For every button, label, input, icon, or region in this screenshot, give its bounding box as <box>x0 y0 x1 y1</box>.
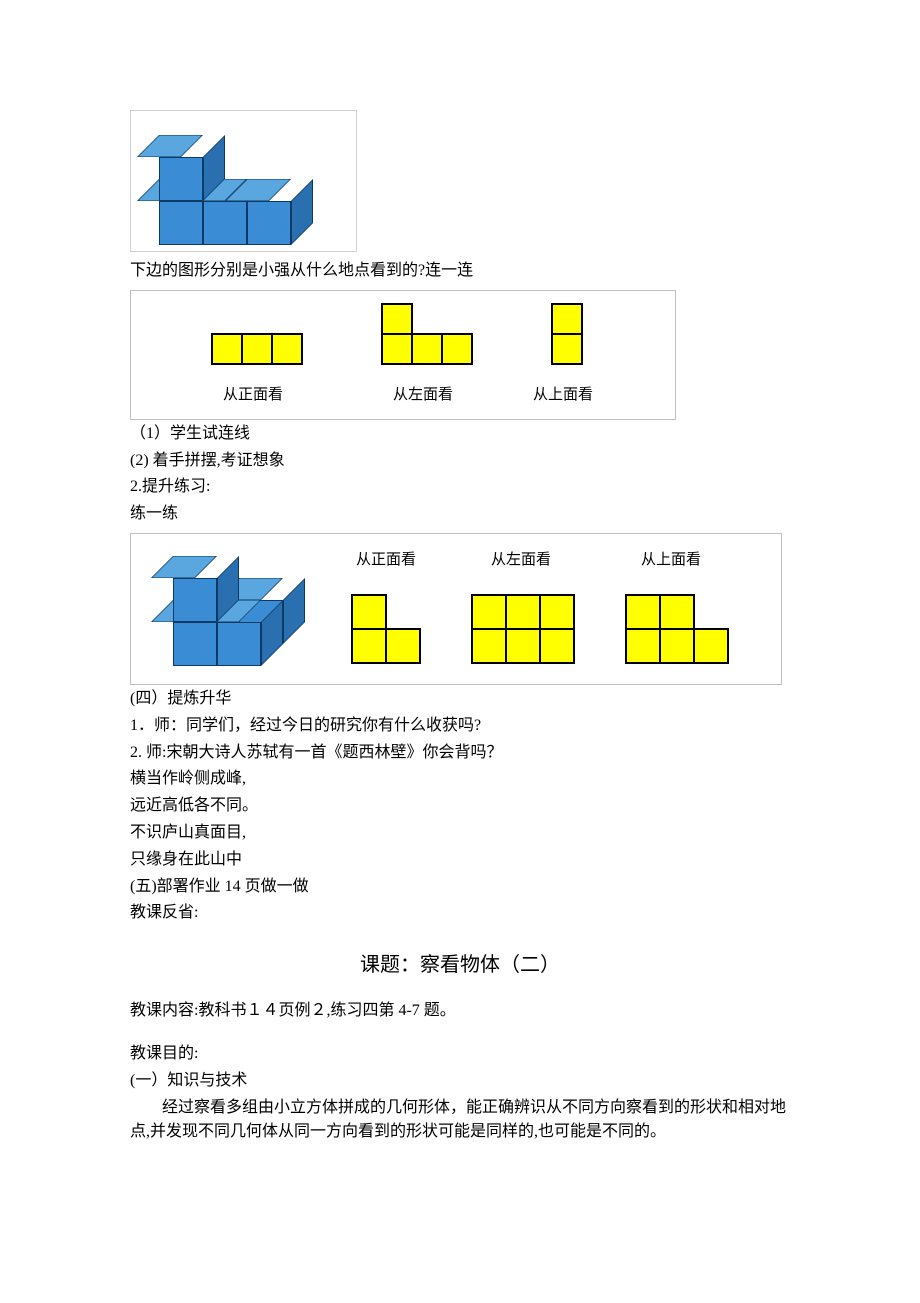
poem-line-3: 不识庐山真面目, <box>130 821 790 846</box>
section3-l2: 2. 师:宋朝大诗人苏轼有一首《题西林壁》你会背吗？ <box>130 741 790 766</box>
lesson2-goal-1: (一）知识与技术 <box>130 1069 790 1094</box>
poem-line-1: 横当作岭侧成峰, <box>130 767 790 792</box>
figure-blue-cubes-1 <box>130 110 357 252</box>
step-1: （1）学生试连线 <box>130 422 790 447</box>
lesson2-content: 教课内容:教科书１４页例２,练习四第 4-7 题。 <box>130 999 790 1024</box>
lesson2-goal-1-body: 经过察看多组由小立方体拼成的几何形体，能正确辨识从不同方向察看到的形状和相对地点… <box>130 1096 790 1146</box>
label-top-1: 从上面看 <box>533 383 593 404</box>
step-3: 2.提升练习: <box>130 475 790 500</box>
lesson2-title: 课题：察看物体（二） <box>130 948 790 977</box>
label-front-1: 从正面看 <box>223 383 283 404</box>
question-text: 下边的图形分别是小强从什么地点看到的?连一连 <box>130 259 790 284</box>
label-left-2: 从左面看 <box>491 548 551 569</box>
section3-l1: 1．师：同学们，经过今日的研究你有什么收获吗? <box>130 714 790 739</box>
views-box-2: 从正面看 从左面看 从上面看 <box>130 533 782 685</box>
label-front-2: 从正面看 <box>356 548 416 569</box>
poem-line-2: 远近高低各不同。 <box>130 794 790 819</box>
lesson2-goal-heading: 教课目的: <box>130 1042 790 1067</box>
reflection: 教课反省: <box>130 901 790 926</box>
document-page: 下边的图形分别是小强从什么地点看到的?连一连 从正面看 从左面看 从上面看 （1… <box>0 0 920 1227</box>
label-top-2: 从上面看 <box>641 548 701 569</box>
section3-heading: (四）提炼升华 <box>130 687 790 712</box>
homework: (五)部署作业 14 页做一做 <box>130 875 790 900</box>
views-box-1: 从正面看 从左面看 从上面看 <box>130 290 676 420</box>
step-4: 练一练 <box>130 502 790 527</box>
label-left-1: 从左面看 <box>393 383 453 404</box>
poem-line-4: 只缘身在此山中 <box>130 848 790 873</box>
step-2: (2) 着手拼摆,考证想象 <box>130 449 790 474</box>
